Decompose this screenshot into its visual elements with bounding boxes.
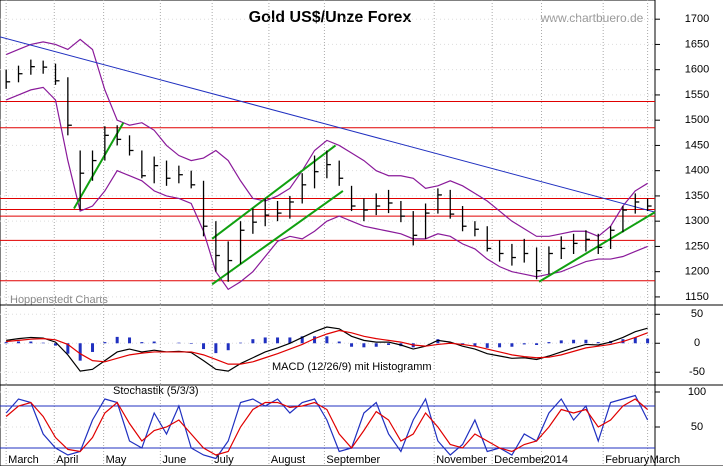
y-tick-label: 1400 [685, 165, 709, 177]
y-tick-label: 1300 [685, 215, 709, 227]
x-tick-label: 2014 [544, 454, 568, 466]
histogram-bar [498, 343, 502, 348]
x-tick-label: May [106, 454, 127, 466]
panel-frame [0, 384, 656, 466]
histogram-bar [226, 343, 230, 351]
x-tick-label: December [494, 454, 545, 466]
histogram-bar [313, 336, 317, 344]
histogram-bar [646, 338, 650, 344]
histogram-bar [78, 343, 82, 361]
series-line [6, 329, 648, 365]
series-line [5, 398, 648, 456]
y-tick-label: 1550 [685, 89, 709, 101]
y-tick-label: -50 [689, 366, 705, 378]
histogram-bar [128, 337, 132, 344]
histogram-bar [214, 343, 218, 354]
series-line [5, 38, 648, 238]
histogram-bar [559, 340, 563, 344]
macd-label: MACD (12/26/9) mit Histogramm [272, 361, 432, 373]
y-tick-label: 1500 [685, 114, 709, 126]
histogram-bar [202, 343, 206, 350]
y-tick-label: 0 [694, 337, 700, 349]
y-tick-label: 1450 [685, 139, 709, 151]
x-tick-label: July [214, 454, 234, 466]
chart-title: Gold US$/Unze Forex [249, 9, 412, 26]
histogram-bar [387, 343, 391, 345]
histogram-bar [596, 342, 600, 344]
histogram-bar [177, 342, 181, 344]
histogram-bar [17, 341, 21, 344]
histogram-bar [362, 343, 366, 348]
histogram-bar [535, 343, 539, 345]
y-tick-label: 1200 [685, 266, 709, 278]
y-tick-label: 1350 [685, 190, 709, 202]
histogram-bar [337, 341, 341, 344]
stochastic-label: Stochastik (5/3/3) [113, 385, 199, 397]
y-tick-label: 1700 [685, 13, 709, 25]
histogram-bar [91, 343, 95, 352]
histogram-bar [239, 342, 243, 344]
histogram-bar [115, 336, 119, 344]
histogram-bar [300, 336, 304, 344]
series-line [5, 86, 648, 291]
histogram-bar [325, 336, 329, 344]
series-line [5, 394, 649, 460]
trend-line [538, 211, 656, 283]
histogram-bar [374, 343, 378, 347]
histogram-bar [584, 339, 588, 344]
histogram-bar [522, 343, 526, 345]
y-tick-label: 1150 [685, 291, 709, 303]
histogram-bar [140, 342, 144, 344]
histogram-bar [54, 343, 58, 346]
x-tick-label: September [326, 454, 380, 466]
histogram-bar [288, 337, 292, 344]
histogram-bar [189, 343, 193, 344]
histogram-bar [4, 342, 8, 344]
histogram-bar [473, 343, 477, 347]
trend-line [211, 190, 344, 286]
x-tick-label: June [162, 454, 186, 466]
histogram-bar [29, 341, 33, 344]
series-line [6, 326, 648, 372]
trend-line [0, 36, 656, 213]
y-tick-label: 50 [691, 421, 703, 433]
histogram-bar [263, 337, 267, 344]
histogram-bar [251, 339, 255, 344]
y-tick-label: 50 [691, 308, 703, 320]
x-tick-label: April [56, 454, 78, 466]
x-tick-label: November [436, 454, 487, 466]
histogram-bar [485, 343, 489, 348]
x-tick-label: February [605, 454, 650, 466]
y-tick-label: 1250 [685, 240, 709, 252]
histogram-bar [41, 342, 45, 344]
x-tick-label: March [8, 454, 39, 466]
histogram-bar [510, 343, 514, 347]
histogram-bar [103, 342, 107, 344]
histogram-bar [547, 342, 551, 344]
x-tick-label: August [271, 454, 305, 466]
y-tick-label: 1600 [685, 64, 709, 76]
y-tick-label: 100 [688, 386, 706, 398]
trend-line [73, 122, 125, 210]
y-tick-label: 1650 [685, 38, 709, 50]
histogram-bar [350, 343, 354, 347]
histogram-bar [152, 341, 156, 344]
histogram-bar [66, 343, 70, 354]
source: Hoppenstedt Charts [10, 294, 108, 306]
histogram-bar [436, 339, 440, 344]
histogram-bar [633, 337, 637, 344]
histogram-bar [572, 339, 576, 344]
histogram-bar [276, 337, 280, 344]
x-tick-label: March [650, 454, 681, 466]
watermark: www.chartbuero.de [540, 11, 644, 25]
